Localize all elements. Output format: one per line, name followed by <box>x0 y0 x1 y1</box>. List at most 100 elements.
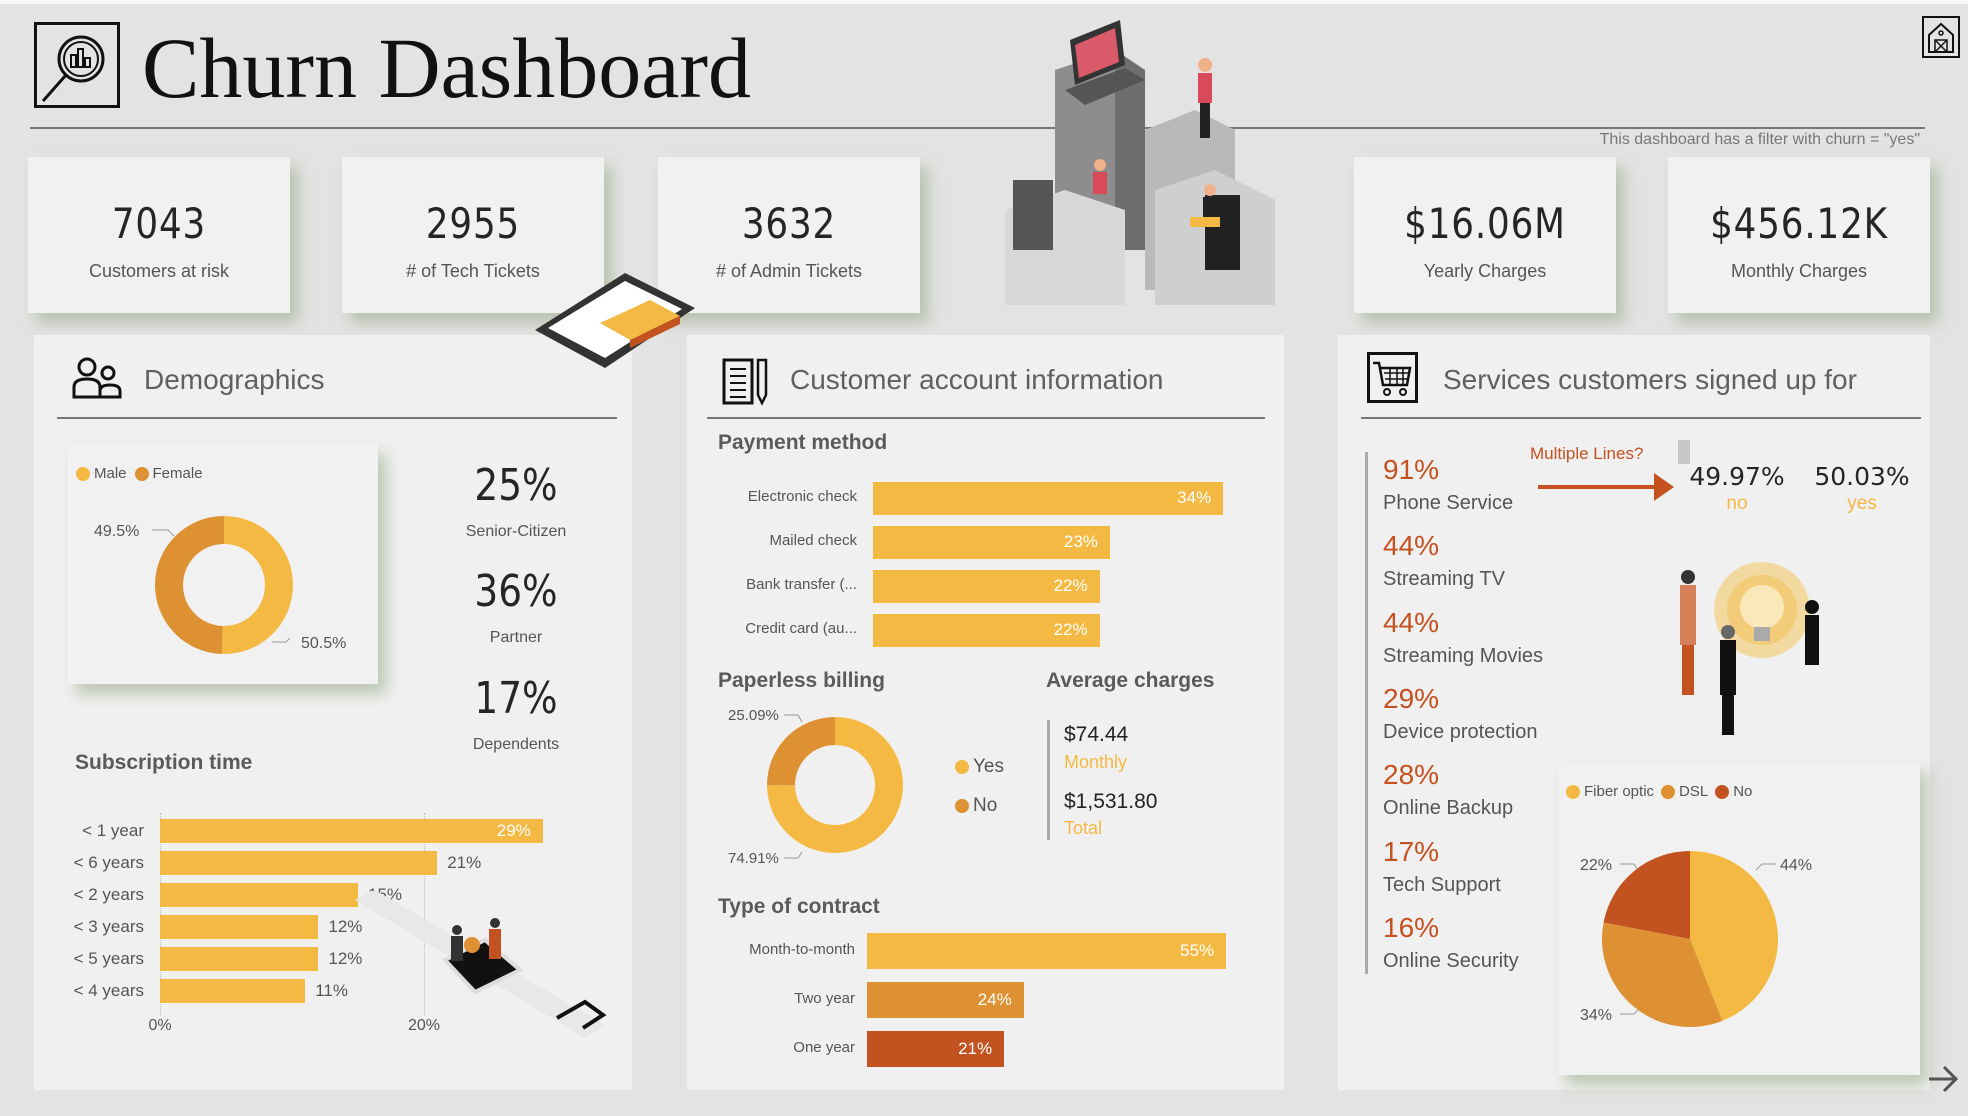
bar[interactable] <box>160 851 438 875</box>
document-pen-icon <box>722 357 772 412</box>
legend-dot-male <box>76 466 90 481</box>
people-icon <box>72 357 122 404</box>
legend-male: Male <box>94 465 127 482</box>
legend-dot-dsl <box>1661 784 1676 799</box>
kpi-card-yearly-charges: $16.06M Yearly Charges <box>1354 157 1616 313</box>
lightbulb-illustration <box>1680 555 1860 735</box>
category-label: < 1 year <box>82 821 144 840</box>
bar[interactable] <box>873 569 1100 603</box>
multiple-lines-yes-label: yes <box>1847 493 1877 514</box>
dependents-label: Dependents <box>472 736 560 753</box>
multiple-lines-no-value: 49.97% <box>1689 462 1785 491</box>
page-title: Churn Dashboard <box>142 20 752 116</box>
service-percent: 29% <box>1383 682 1440 714</box>
kpi-value: 2955 <box>425 199 521 248</box>
bar-value-label: 12% <box>328 949 363 968</box>
category-label: Two year <box>794 990 855 1007</box>
kpi-value: $456.12K <box>1710 199 1888 248</box>
legend-no-internet: No <box>1733 783 1753 800</box>
subscription-title: Subscription time <box>75 751 253 774</box>
bar-value-label: 21% <box>447 853 482 872</box>
multiple-lines-no-label: no <box>1726 493 1748 514</box>
bar-value-label: 21% <box>958 1039 993 1058</box>
slice-male[interactable] <box>221 516 293 654</box>
gender-donut: 49.5% 50.5% <box>94 516 346 654</box>
bar[interactable] <box>160 979 306 1003</box>
data-label-male: 50.5% <box>301 635 346 652</box>
partner-label: Partner <box>489 629 543 646</box>
slice-no[interactable] <box>767 717 835 786</box>
legend-dot-fiber <box>1566 784 1580 799</box>
category-label: Month-to-month <box>749 941 855 958</box>
paperless-legend-yes: Yes <box>955 756 1004 778</box>
scrollbar-thumb[interactable] <box>1678 440 1690 464</box>
header-divider <box>30 127 1925 129</box>
category-label: < 4 years <box>73 981 144 1000</box>
account-divider <box>707 417 1265 419</box>
kpi-label: # of Tech Tickets <box>406 261 540 281</box>
paperless-title: Paperless billing <box>718 669 885 692</box>
service-label: Device protection <box>1383 720 1538 743</box>
avg-monthly-label: Monthly <box>1064 752 1128 772</box>
dashboard-logo-icon <box>34 22 120 108</box>
contract-chart: Month-to-month 55% Two year 24% One year 21% <box>690 925 1280 1075</box>
data-label-female: 49.5% <box>94 523 139 540</box>
service-percent: 17% <box>1383 835 1440 867</box>
bar[interactable] <box>873 525 1110 559</box>
partner-value: 36% <box>474 566 558 617</box>
payment-chart: Electronic check 34% Mailed check 23% Bank t… <box>690 470 1280 650</box>
slice-fiber-optic[interactable] <box>1690 851 1779 1021</box>
bar[interactable] <box>867 982 1024 1018</box>
gridline <box>160 813 161 1015</box>
home-button[interactable] <box>1922 16 1960 58</box>
bar-value-label: 22% <box>1053 620 1088 639</box>
bar-value-label: 29% <box>496 821 531 840</box>
services-divider <box>1361 417 1921 419</box>
bar-value-label: 34% <box>1177 488 1212 507</box>
gridline <box>424 813 425 1015</box>
service-label: Streaming TV <box>1383 568 1505 591</box>
bar[interactable] <box>867 933 1227 969</box>
bar-value-label: 55% <box>1180 941 1215 960</box>
avg-total-value: $1,531.80 <box>1064 790 1158 813</box>
account-title: Customer account information <box>790 364 1164 395</box>
watch-illustration <box>345 890 610 1040</box>
bar[interactable] <box>873 481 1224 515</box>
legend-female: Female <box>152 465 203 482</box>
next-page-arrow-icon[interactable] <box>1926 1062 1960 1096</box>
average-divider <box>1047 720 1050 840</box>
avg-monthly-value: $74.44 <box>1064 723 1129 746</box>
bar[interactable] <box>160 947 319 971</box>
bar[interactable] <box>873 613 1100 647</box>
bar[interactable] <box>867 1031 1005 1067</box>
paperless-legend-no: No <box>955 795 997 817</box>
category-label: One year <box>793 1039 855 1056</box>
category-label: < 6 years <box>73 853 144 872</box>
internet-pie: 22% 44% 34% <box>1580 851 1812 1027</box>
data-label-yes: 74.91% <box>728 850 779 867</box>
slice-yes[interactable] <box>767 717 903 853</box>
x-tick-label: 20% <box>407 1017 441 1034</box>
average-charges-title: Average charges <box>1046 669 1215 692</box>
bar[interactable] <box>160 883 358 907</box>
avg-total-label: Total <box>1064 818 1103 838</box>
legend-no: No <box>973 795 998 816</box>
kpi-card-admin-tickets: 3632 # of Admin Tickets <box>658 157 920 313</box>
service-percent: 44% <box>1383 606 1440 638</box>
legend-yes: Yes <box>973 756 1004 777</box>
bar[interactable] <box>160 915 319 939</box>
legend-dot-no <box>955 799 969 813</box>
data-label-no: 22% <box>1580 857 1612 874</box>
slice-dsl[interactable] <box>1602 922 1723 1027</box>
bar[interactable] <box>160 819 543 843</box>
category-label: Bank transfer (... <box>746 576 857 593</box>
slice-female[interactable] <box>154 516 224 654</box>
category-label: < 3 years <box>73 917 144 936</box>
service-label: Tech Support <box>1383 873 1501 896</box>
bar-value-label: 11% <box>315 981 348 1000</box>
category-label: < 2 years <box>73 885 144 904</box>
service-label: Phone Service <box>1383 492 1514 514</box>
slice-no[interactable] <box>1603 851 1690 939</box>
filter-note: This dashboard has a filter with churn =… <box>1599 131 1920 148</box>
phone-illustration <box>530 268 700 373</box>
